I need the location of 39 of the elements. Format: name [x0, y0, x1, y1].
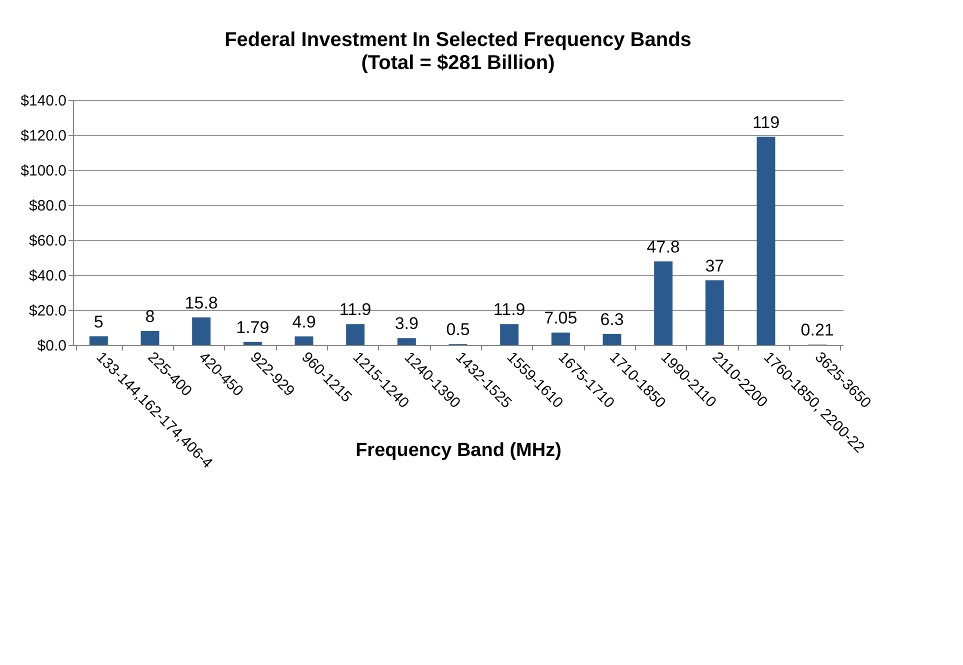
y-tick-label: $80.0 — [28, 198, 66, 214]
y-tick-label: $100.0 — [20, 162, 66, 180]
data-label: 11.9 — [493, 300, 526, 320]
data-label: 119 — [752, 112, 780, 132]
y-tick-label: $20.0 — [28, 302, 66, 320]
bar — [192, 317, 211, 345]
y-tick-label: $40.0 — [28, 268, 66, 284]
bar — [346, 324, 365, 345]
data-label: 4.9 — [292, 312, 316, 332]
data-label: 1.79 — [236, 318, 270, 337]
y-tick-label: $140.0 — [20, 92, 66, 110]
data-label: 37 — [705, 256, 724, 276]
data-label: 6.3 — [600, 310, 624, 329]
bar — [551, 332, 570, 345]
bar — [397, 338, 416, 345]
data-label: 0.21 — [800, 320, 834, 340]
data-label: 15.8 — [184, 293, 218, 312]
bar — [756, 136, 776, 345]
data-label: 5 — [94, 312, 104, 332]
bar — [500, 324, 519, 345]
data-label: 0.5 — [446, 320, 470, 340]
bar — [89, 336, 108, 345]
bar — [654, 261, 673, 345]
data-label: 8 — [145, 307, 155, 326]
data-label: 7.05 — [544, 308, 578, 328]
data-label: 47.8 — [646, 237, 680, 256]
bar — [140, 331, 160, 345]
bar — [602, 334, 622, 345]
y-tick-label: $0.0 — [37, 338, 66, 354]
data-label: 3.9 — [394, 314, 418, 334]
x-axis-title: Frequency Band (MHz) — [356, 440, 562, 462]
chart-title: Federal Investment In Selected Frequency Bands — [224, 29, 692, 51]
bar — [243, 342, 262, 345]
chart-subtitle: (Total = $281 Billion) — [361, 52, 555, 74]
bar — [294, 336, 314, 345]
y-tick-label: $60.0 — [28, 232, 66, 250]
data-label: 11.9 — [339, 300, 372, 320]
y-tick-label: $120.0 — [20, 128, 66, 144]
bar — [705, 280, 724, 345]
